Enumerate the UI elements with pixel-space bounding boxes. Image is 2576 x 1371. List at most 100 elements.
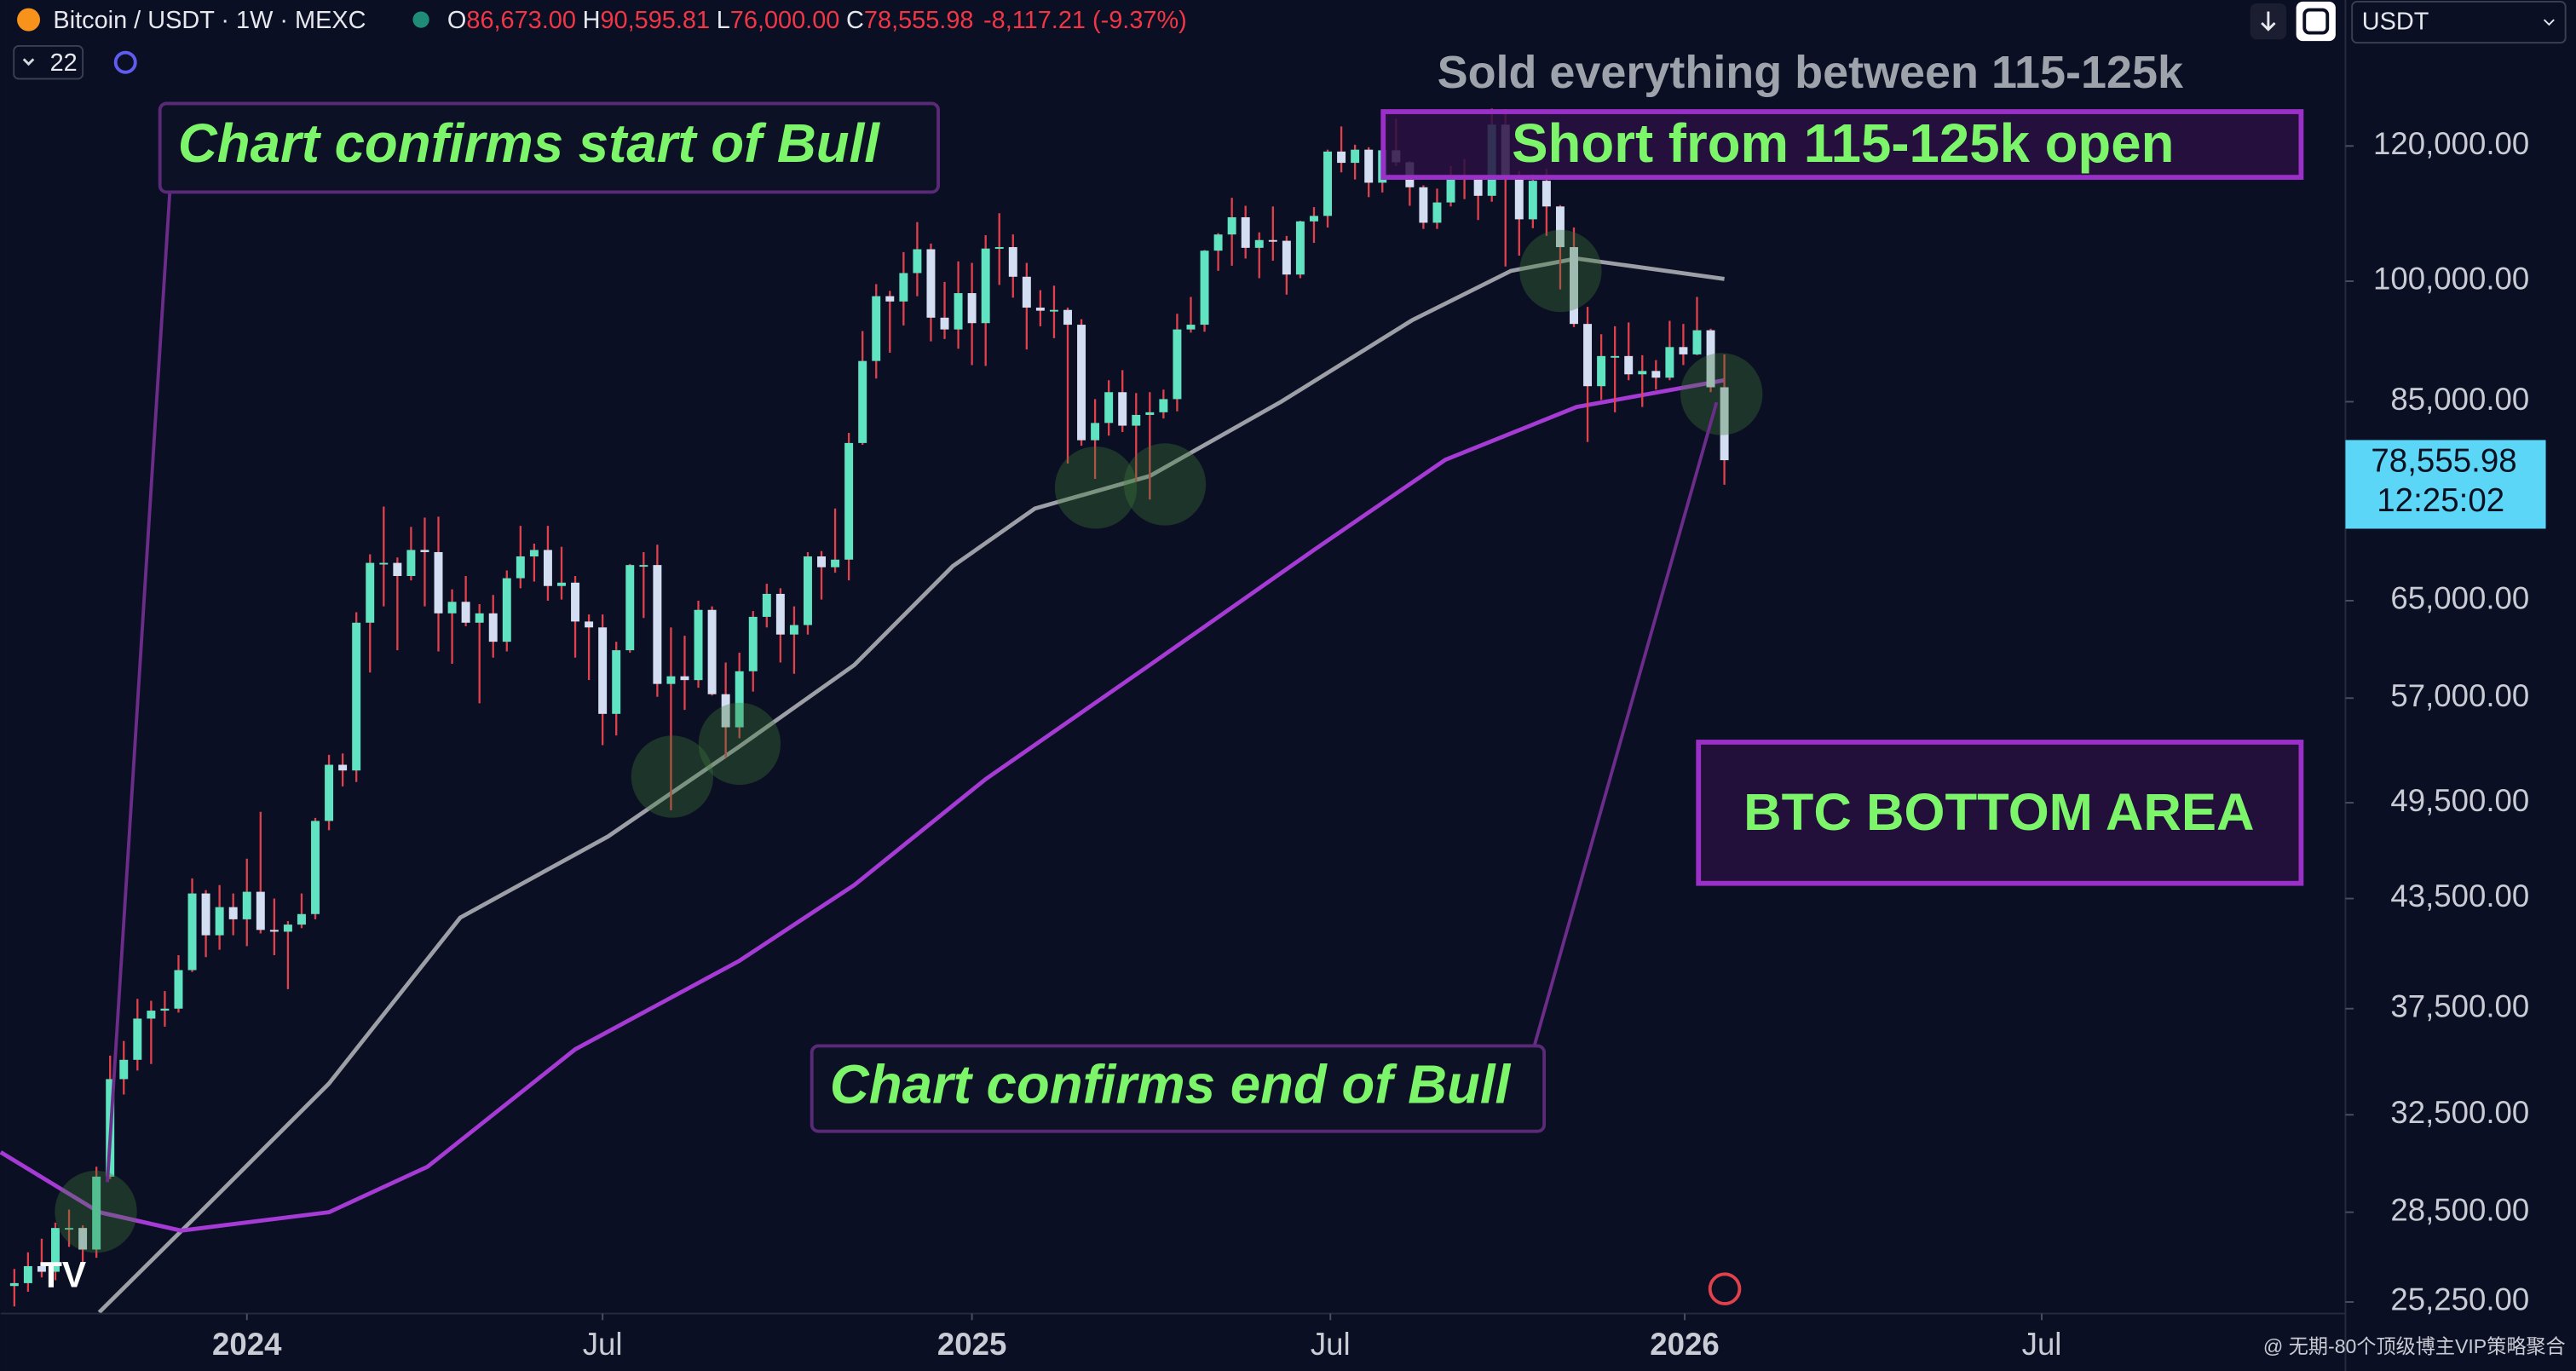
candle-body bbox=[1473, 176, 1483, 196]
candle-body bbox=[174, 970, 183, 1009]
candle-body bbox=[885, 296, 895, 302]
candle-body bbox=[598, 627, 608, 714]
screen-button[interactable] bbox=[2296, 1, 2336, 42]
candle-body bbox=[831, 559, 840, 567]
callout-line bbox=[106, 192, 172, 1183]
candle-body bbox=[366, 562, 375, 623]
annotation-start: Chart confirms start of Bull bbox=[178, 113, 880, 174]
candle-body bbox=[1132, 414, 1141, 426]
candle-body bbox=[297, 913, 306, 925]
x-tick-label: 2025 bbox=[937, 1327, 1006, 1362]
candle-body bbox=[119, 1059, 129, 1080]
candle-body bbox=[1241, 216, 1250, 248]
candle-body bbox=[789, 625, 798, 635]
coin-icon bbox=[17, 8, 41, 32]
candle-body bbox=[133, 1018, 142, 1060]
alert-icon[interactable] bbox=[1708, 1272, 1742, 1305]
currency-select[interactable] bbox=[2351, 0, 2567, 44]
candle-body bbox=[680, 676, 689, 681]
moving-average-line bbox=[0, 377, 1726, 1233]
candle-body bbox=[1692, 330, 1702, 354]
y-tick-label: 49,500.00 bbox=[2390, 783, 2529, 818]
candle-body bbox=[735, 671, 744, 728]
candle-body bbox=[967, 293, 977, 324]
h-label: H bbox=[583, 7, 601, 34]
candle-body bbox=[1583, 324, 1593, 387]
candle-body bbox=[1159, 399, 1168, 412]
candle-body bbox=[639, 565, 648, 567]
highlight-circle bbox=[55, 1170, 137, 1253]
candle-body bbox=[1091, 423, 1100, 441]
candle-body bbox=[748, 616, 758, 671]
candle-body bbox=[393, 562, 402, 576]
candle-body bbox=[1200, 251, 1209, 325]
candle-body bbox=[653, 565, 662, 684]
annotation-box bbox=[1696, 740, 2304, 886]
candle-body bbox=[1145, 412, 1155, 415]
candle-body bbox=[1624, 355, 1634, 375]
candle-body bbox=[78, 1228, 88, 1250]
symbol-line: Bitcoin / USDT · 1W · MEXC bbox=[53, 7, 366, 34]
candle-body bbox=[1611, 355, 1620, 358]
x-tick-label: Jul bbox=[583, 1327, 623, 1362]
candle-body bbox=[1254, 239, 1264, 248]
candle-body bbox=[1528, 181, 1537, 220]
candle-body bbox=[1063, 309, 1072, 325]
candle-body bbox=[1186, 325, 1196, 330]
candle-body bbox=[940, 317, 949, 330]
candle-body bbox=[1351, 149, 1360, 164]
status-dot bbox=[412, 11, 429, 28]
last-price-tag bbox=[2345, 440, 2546, 529]
candle-body bbox=[1542, 181, 1551, 207]
candle-body bbox=[1665, 347, 1674, 378]
indicator-toggle[interactable] bbox=[13, 44, 84, 80]
candle-body bbox=[1077, 325, 1086, 441]
h-value: 90,595.81 bbox=[601, 7, 711, 34]
candle-body bbox=[147, 1011, 156, 1019]
annotation-box bbox=[1380, 109, 2304, 181]
candle-body bbox=[1432, 202, 1442, 223]
candle-body bbox=[311, 821, 320, 914]
indicator-count: 22 bbox=[50, 49, 78, 77]
candle-body bbox=[37, 1265, 46, 1272]
candle-body bbox=[475, 613, 484, 623]
candle-body bbox=[858, 360, 867, 443]
candle-body bbox=[1446, 176, 1455, 203]
candle-body bbox=[571, 582, 580, 622]
candle-body bbox=[215, 907, 224, 936]
x-tick-label: 2026 bbox=[1650, 1327, 1719, 1362]
candle-body bbox=[1514, 176, 1524, 220]
candle-body bbox=[913, 249, 922, 274]
sync-icon[interactable] bbox=[113, 50, 137, 74]
candle-body bbox=[228, 907, 238, 919]
candle-body bbox=[23, 1265, 32, 1283]
y-tick-label: 25,250.00 bbox=[2390, 1282, 2529, 1317]
watermark: @ 无期-80个顶级博主VIP策略聚合 bbox=[2263, 1335, 2566, 1357]
candle-body bbox=[406, 550, 416, 576]
download-icon bbox=[2261, 11, 2276, 32]
candle-body bbox=[283, 925, 292, 932]
candle-body bbox=[1364, 149, 1374, 183]
candle-body bbox=[352, 622, 361, 771]
candle-body bbox=[379, 562, 389, 565]
countdown: 12:25:02 bbox=[2377, 482, 2504, 519]
x-tick-label: Jul bbox=[1311, 1327, 1351, 1362]
candle-body bbox=[92, 1176, 101, 1250]
ohlc-legend: O86,673.00 H90,595.81 L76,000.00 C78,555.98… bbox=[447, 7, 1187, 34]
candle-body bbox=[803, 556, 812, 625]
candle-body bbox=[160, 1008, 170, 1011]
annotation-bottom: BTC BOTTOM AREA bbox=[1743, 783, 2254, 842]
candle-body bbox=[762, 593, 771, 617]
logo: TV bbox=[40, 1254, 86, 1294]
c-label: C bbox=[846, 7, 864, 34]
candle-body bbox=[1173, 329, 1182, 400]
candle-body bbox=[899, 273, 908, 302]
candle-body bbox=[872, 296, 881, 361]
candle-body bbox=[9, 1282, 19, 1287]
candle-body bbox=[1309, 216, 1318, 222]
candle-body bbox=[338, 764, 348, 771]
o-value: 86,673.00 bbox=[466, 7, 576, 34]
candle-body bbox=[1570, 247, 1578, 325]
